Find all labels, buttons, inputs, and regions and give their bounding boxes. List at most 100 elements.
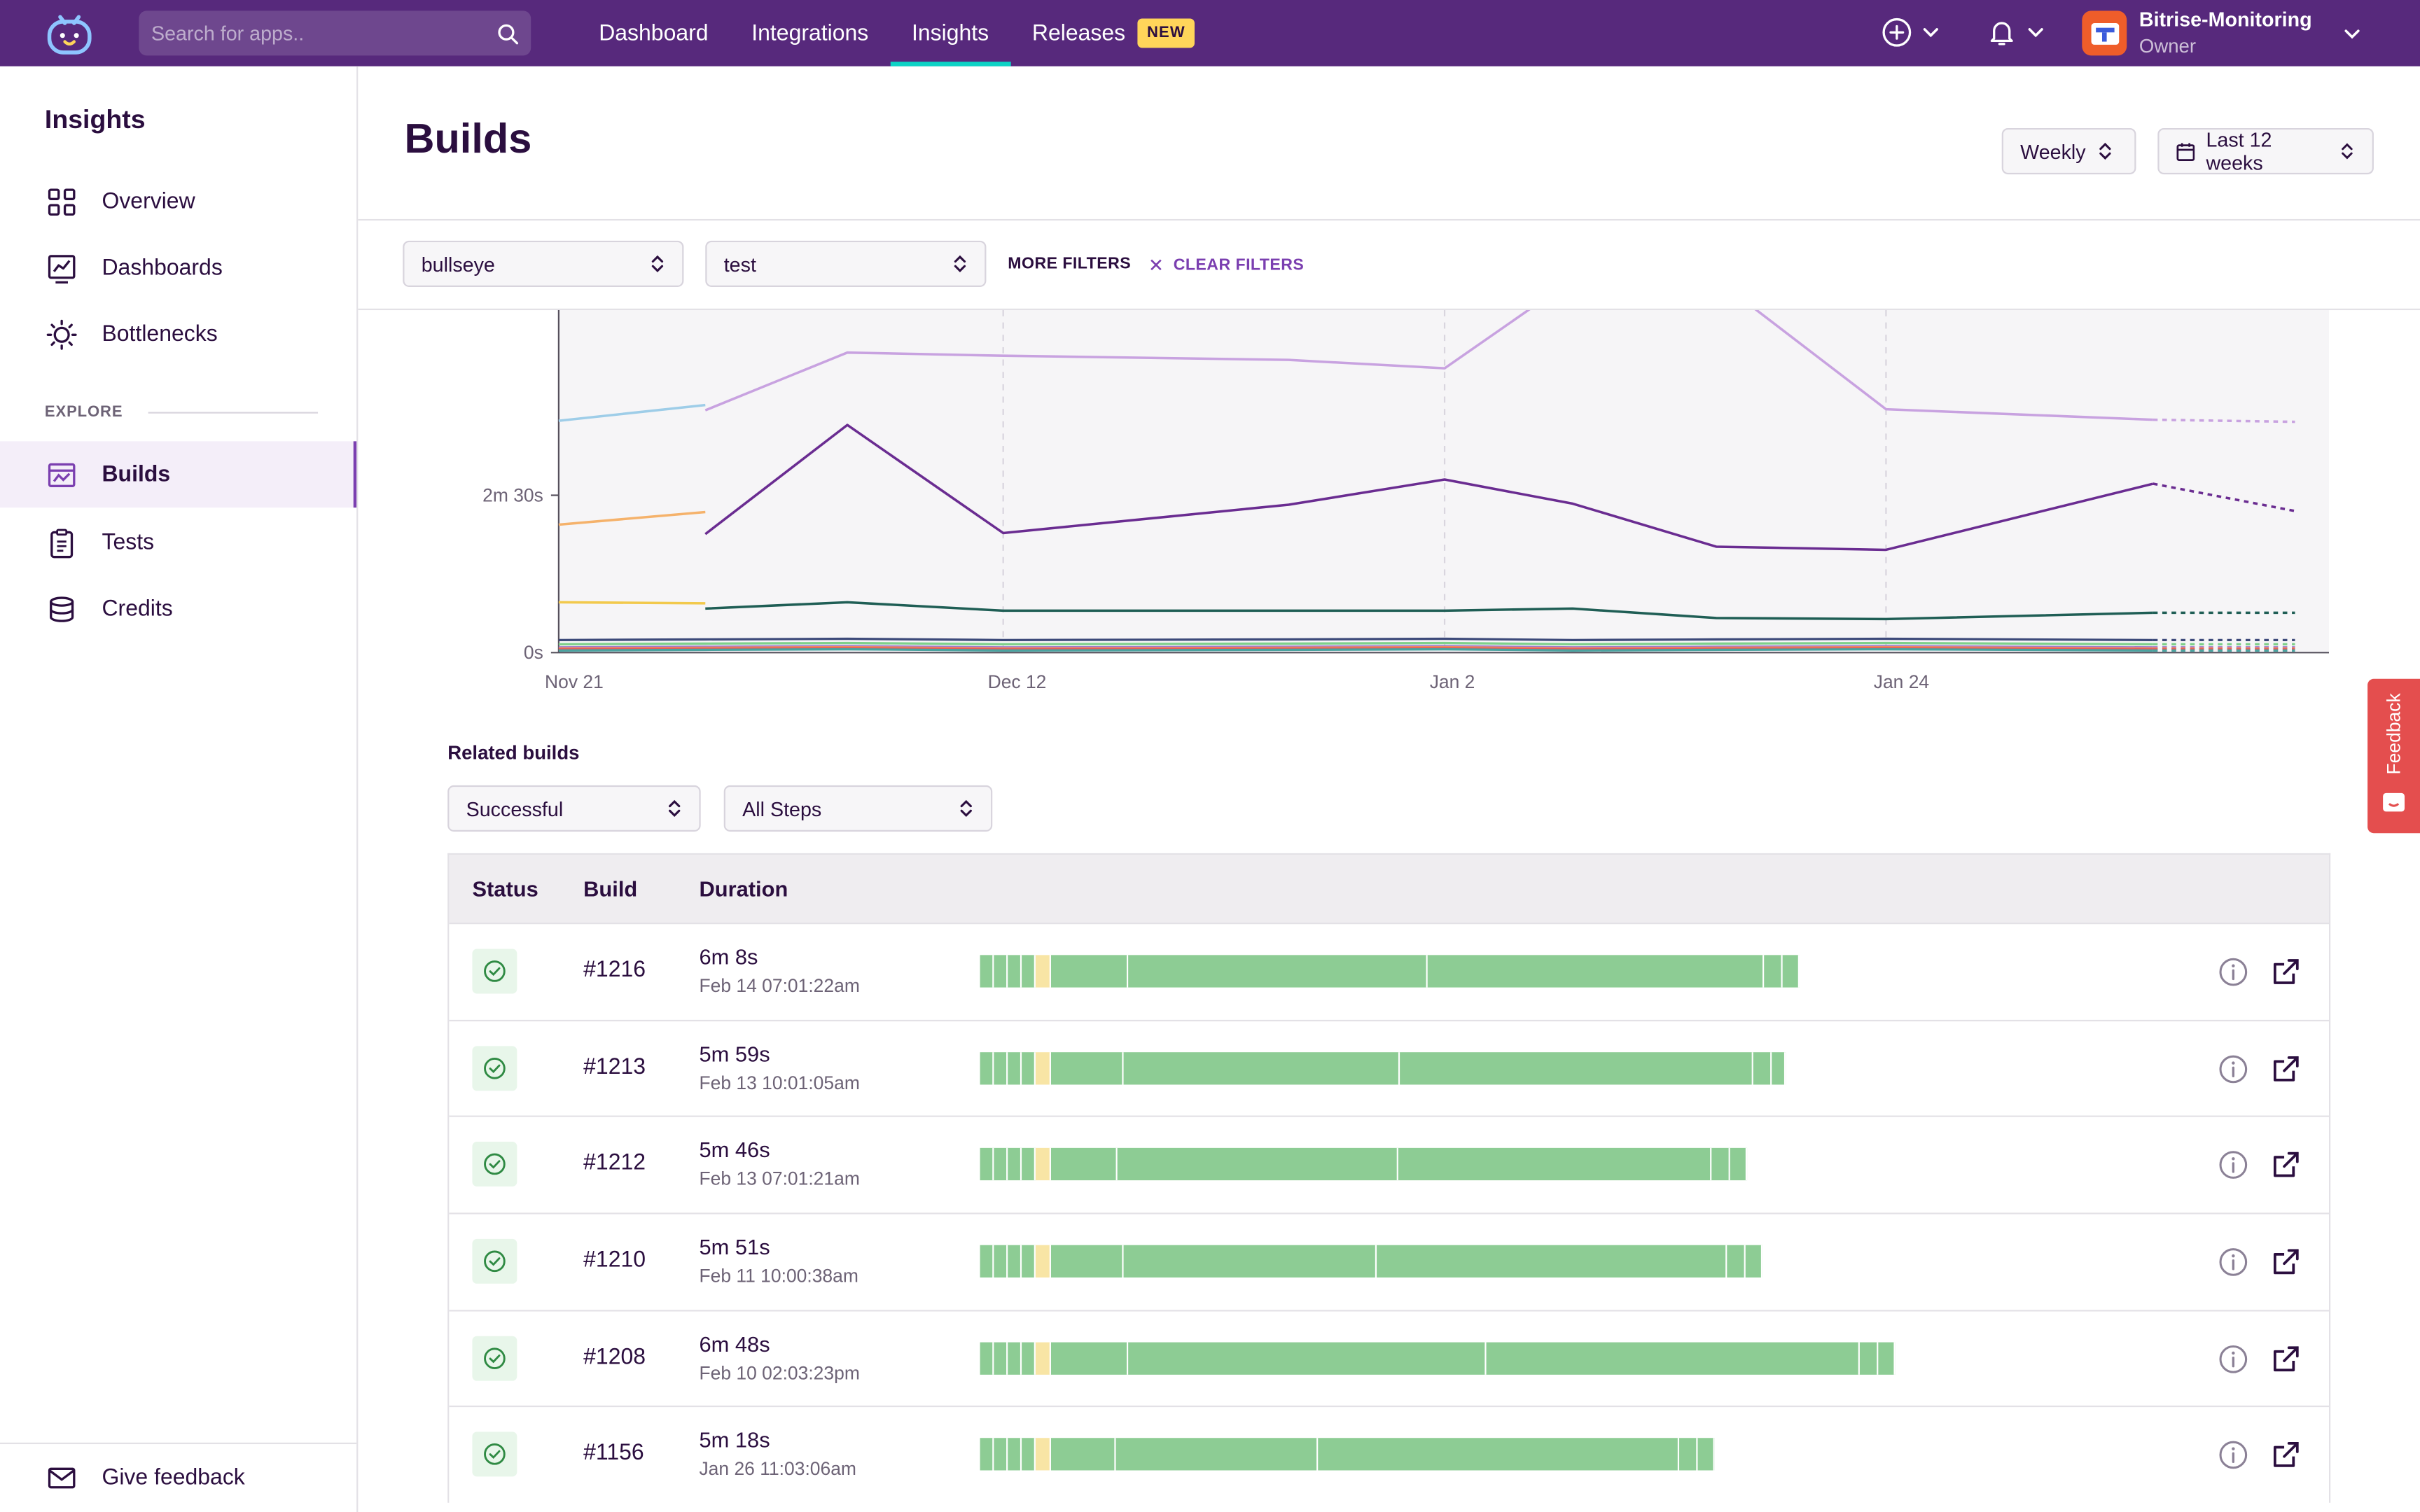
column-build[interactable]: Build	[583, 876, 638, 902]
info-icon[interactable]	[2218, 1247, 2248, 1278]
column-duration[interactable]: Duration	[699, 876, 788, 902]
add-circle-icon[interactable]	[1882, 17, 1912, 48]
step-segment[interactable]	[994, 1438, 1008, 1471]
step-segment[interactable]	[1745, 1245, 1763, 1278]
step-segment[interactable]	[1123, 1051, 1400, 1084]
step-segment[interactable]	[1008, 1342, 1022, 1375]
workflow-filter-select[interactable]: test	[705, 240, 987, 287]
step-segment[interactable]	[994, 1051, 1008, 1084]
step-segment[interactable]	[980, 1051, 994, 1084]
step-segment[interactable]	[1782, 955, 1800, 988]
step-segment[interactable]	[1697, 1438, 1715, 1471]
step-segment[interactable]	[1022, 1245, 1036, 1278]
info-icon[interactable]	[2218, 957, 2248, 988]
sidebar-item-dashboards[interactable]: Dashboards	[0, 234, 356, 301]
step-segment[interactable]	[1859, 1342, 1879, 1375]
step-segment[interactable]	[1035, 1245, 1051, 1278]
step-segment[interactable]	[980, 1245, 994, 1278]
step-segment[interactable]	[1022, 1051, 1036, 1084]
step-segment[interactable]	[1050, 955, 1129, 988]
step-segment[interactable]	[1035, 1438, 1051, 1471]
build-number[interactable]: #1216	[583, 958, 646, 983]
bitrise-logo-icon[interactable]	[45, 13, 95, 56]
step-segment[interactable]	[994, 1342, 1008, 1375]
step-segment[interactable]	[1008, 1051, 1022, 1084]
build-number[interactable]: #1213	[583, 1054, 646, 1080]
step-segment[interactable]	[1679, 1438, 1698, 1471]
step-segment[interactable]	[1050, 1342, 1129, 1375]
step-segment[interactable]	[1008, 955, 1022, 988]
info-icon[interactable]	[2218, 1343, 2248, 1374]
chevron-down-icon[interactable]	[1921, 23, 1940, 41]
date-range-select[interactable]: Last 12 weeks	[2157, 127, 2374, 175]
chevron-down-icon[interactable]	[2343, 24, 2361, 42]
table-row[interactable]: #1156 5m 18s Jan 26 11:03:06am	[449, 1406, 2329, 1504]
sidebar-item-builds[interactable]: Builds	[0, 441, 357, 508]
external-link-icon[interactable]	[2270, 1054, 2301, 1084]
step-segment[interactable]	[1123, 1245, 1377, 1278]
step-segment[interactable]	[1764, 955, 1783, 988]
step-segment[interactable]	[1050, 1148, 1118, 1181]
step-segment[interactable]	[1035, 1148, 1051, 1181]
step-segment[interactable]	[1486, 1342, 1860, 1375]
feedback-tab[interactable]: Feedback	[2367, 678, 2420, 834]
sidebar-item-tests[interactable]: Tests	[0, 509, 356, 575]
nav-integrations[interactable]: Integrations	[730, 0, 890, 66]
search-input[interactable]: Search for apps..	[139, 10, 531, 56]
build-number[interactable]: #1210	[583, 1248, 646, 1273]
table-row[interactable]: #1212 5m 46s Feb 13 07:01:21am	[449, 1116, 2329, 1213]
nav-releases[interactable]: Releases NEW	[1010, 0, 1216, 66]
granularity-select[interactable]: Weekly	[2001, 127, 2136, 175]
step-segment[interactable]	[1022, 1438, 1036, 1471]
table-row[interactable]: #1213 5m 59s Feb 13 10:01:05am	[449, 1019, 2329, 1116]
step-segment[interactable]	[1022, 1342, 1036, 1375]
external-link-icon[interactable]	[2270, 1440, 2301, 1471]
step-segment[interactable]	[1711, 1148, 1730, 1181]
step-segment[interactable]	[994, 955, 1008, 988]
external-link-icon[interactable]	[2270, 1150, 2301, 1181]
step-segment[interactable]	[1377, 1245, 1727, 1278]
step-segment[interactable]	[1318, 1438, 1680, 1471]
sidebar-item-credits[interactable]: Credits	[0, 575, 356, 642]
step-segment[interactable]	[1427, 955, 1765, 988]
build-number[interactable]: #1208	[583, 1345, 646, 1370]
external-link-icon[interactable]	[2270, 957, 2301, 988]
column-status[interactable]: Status	[472, 876, 538, 902]
sidebar-item-bottlenecks[interactable]: Bottlenecks	[0, 301, 356, 368]
step-segment[interactable]	[1035, 955, 1051, 988]
clear-filters-button[interactable]: ✕ CLEAR FILTERS	[1148, 255, 1304, 276]
table-row[interactable]: #1216 6m 8s Feb 14 07:01:22am	[449, 923, 2329, 1020]
info-icon[interactable]	[2218, 1150, 2248, 1181]
build-number[interactable]: #1212	[583, 1152, 646, 1177]
step-segment[interactable]	[980, 955, 994, 988]
step-segment[interactable]	[1022, 1148, 1036, 1181]
step-segment[interactable]	[1400, 1051, 1753, 1084]
table-row[interactable]: #1208 6m 48s Feb 10 02:03:23pm	[449, 1309, 2329, 1406]
step-segment[interactable]	[1730, 1148, 1748, 1181]
steps-filter-select[interactable]: All Steps	[723, 785, 993, 832]
workspace-switcher[interactable]: Bitrise-Monitoring Owner	[2082, 8, 2361, 59]
more-filters-button[interactable]: MORE FILTERS	[1008, 254, 1132, 274]
step-segment[interactable]	[980, 1342, 994, 1375]
step-segment[interactable]	[1022, 955, 1036, 988]
step-segment[interactable]	[1117, 1148, 1398, 1181]
step-segment[interactable]	[1753, 1051, 1772, 1084]
step-segment[interactable]	[1050, 1245, 1124, 1278]
table-row[interactable]: #1210 5m 51s Feb 11 10:00:38am	[449, 1212, 2329, 1310]
nav-insights[interactable]: Insights	[890, 0, 1010, 66]
status-filter-select[interactable]: Successful	[447, 785, 701, 832]
step-segment[interactable]	[980, 1148, 994, 1181]
step-segment[interactable]	[1115, 1438, 1319, 1471]
step-segment[interactable]	[994, 1245, 1008, 1278]
builds-duration-chart[interactable]: 0s 2m 30s Nov 21 Dec 12 Jan 2 Jan 24	[404, 278, 2330, 711]
step-segment[interactable]	[1050, 1438, 1116, 1471]
external-link-icon[interactable]	[2270, 1343, 2301, 1374]
step-segment[interactable]	[1727, 1245, 1746, 1278]
step-segment[interactable]	[1772, 1051, 1786, 1084]
step-segment[interactable]	[1050, 1051, 1124, 1084]
step-segment[interactable]	[1398, 1148, 1712, 1181]
step-segment[interactable]	[1128, 1342, 1487, 1375]
info-icon[interactable]	[2218, 1054, 2248, 1084]
step-segment[interactable]	[1008, 1438, 1022, 1471]
step-segment[interactable]	[1035, 1342, 1051, 1375]
